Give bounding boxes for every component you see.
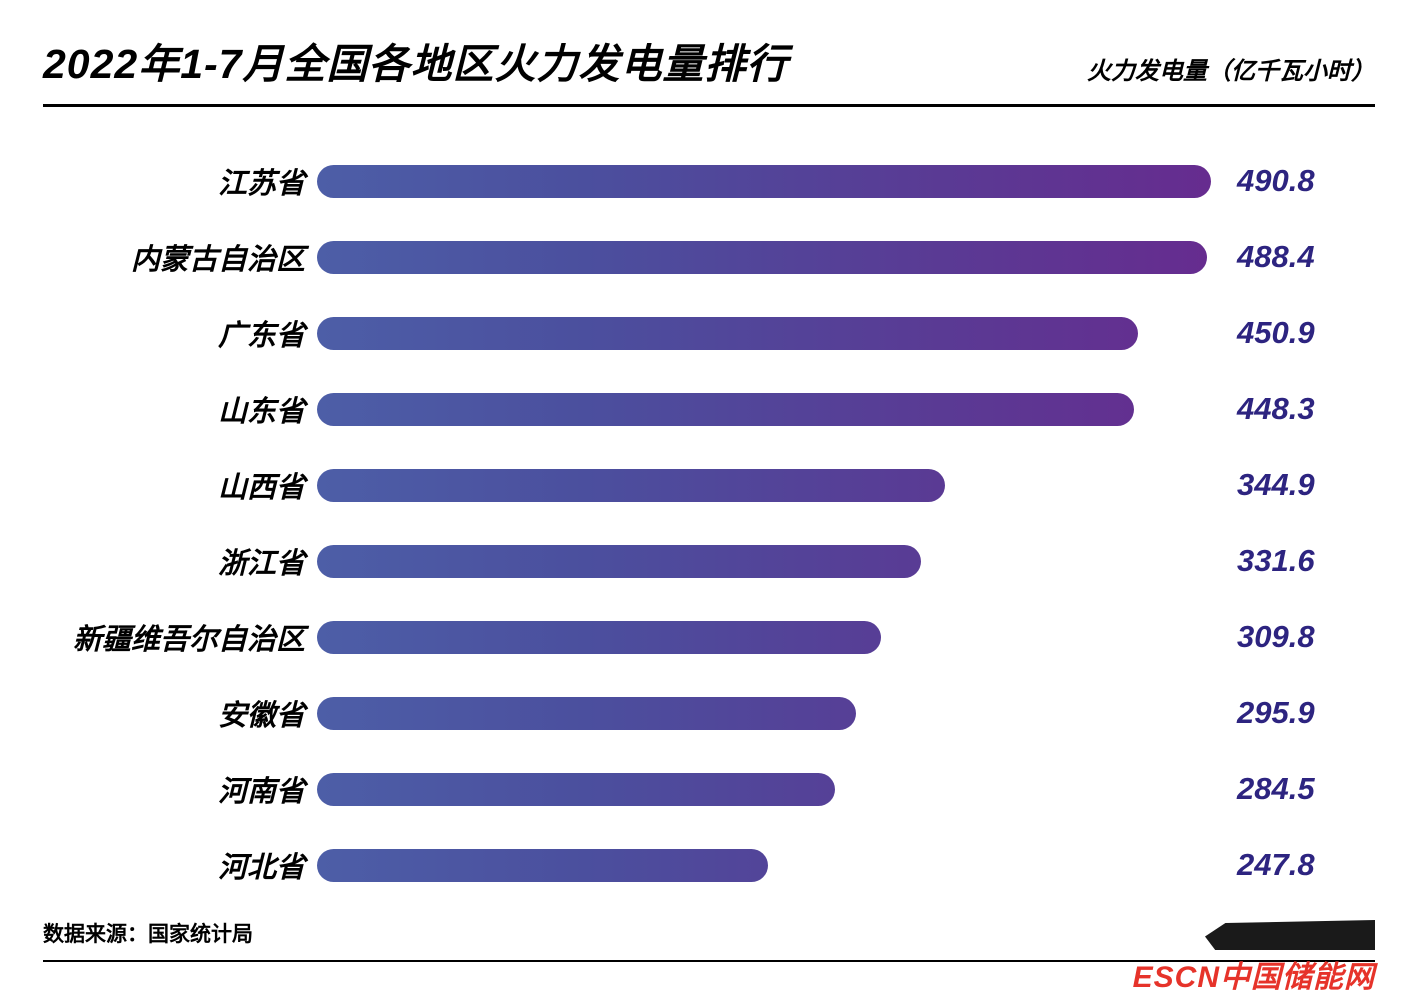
bar-fill xyxy=(317,392,1134,426)
bar-label: 河北省 xyxy=(217,852,305,884)
bar-label: 内蒙古自治区 xyxy=(130,244,305,276)
bar-track xyxy=(317,696,1211,730)
chart-footer: 数据来源：国家统计局 ESCN中国储能网 xyxy=(43,918,1375,994)
bar-label: 浙江省 xyxy=(217,548,305,580)
bar-value: 295.9 xyxy=(1237,695,1315,730)
publisher-logo: ESCN中国储能网 xyxy=(1133,920,1375,996)
bar-value: 344.9 xyxy=(1237,467,1315,502)
bar-label: 山西省 xyxy=(217,472,305,504)
bar-row: 山西省 344.9 xyxy=(43,447,1375,523)
bar-label: 江苏省 xyxy=(217,168,305,200)
bar-value: 331.6 xyxy=(1237,543,1315,578)
bar-value: 284.5 xyxy=(1237,771,1315,806)
bar-row: 广东省 450.9 xyxy=(43,295,1375,371)
bar-fill xyxy=(317,240,1207,274)
bar-fill xyxy=(317,620,882,654)
bar-track xyxy=(317,544,1211,578)
bar-chart: 江苏省 490.8 内蒙古自治区 488.4 广东省 450.9 山东省 448.3 山西省 34… xyxy=(43,143,1375,903)
bar-fill xyxy=(317,468,946,502)
bar-row: 内蒙古自治区 488.4 xyxy=(43,219,1375,295)
bar-fill xyxy=(317,848,769,882)
publisher-logo-text: ESCN中国储能网 xyxy=(1132,961,1375,994)
bar-track xyxy=(317,620,1211,654)
bar-track xyxy=(317,164,1211,198)
bar-track xyxy=(317,240,1211,274)
bar-fill xyxy=(317,316,1139,350)
footer-divider xyxy=(43,960,1375,962)
bar-value: 309.8 xyxy=(1237,619,1315,654)
bar-row: 河南省 284.5 xyxy=(43,751,1375,827)
bar-row: 山东省 448.3 xyxy=(43,371,1375,447)
bar-fill xyxy=(317,772,836,806)
bar-track xyxy=(317,772,1211,806)
bar-label: 安徽省 xyxy=(217,700,305,732)
bar-track xyxy=(317,392,1211,426)
bar-value: 448.3 xyxy=(1237,391,1315,426)
chart-header: 2022年1-7月全国各地区火力发电量排行 火力发电量（亿千瓦小时） xyxy=(43,30,1375,107)
page-title: 2022年1-7月全国各地区火力发电量排行 xyxy=(43,41,789,87)
bar-track xyxy=(317,468,1211,502)
bar-row: 新疆维吾尔自治区 309.8 xyxy=(43,599,1375,675)
bar-row: 安徽省 295.9 xyxy=(43,675,1375,751)
bar-row: 江苏省 490.8 xyxy=(43,143,1375,219)
bar-row: 浙江省 331.6 xyxy=(43,523,1375,599)
bar-label: 山东省 xyxy=(217,396,305,428)
bar-fill xyxy=(317,164,1211,198)
bar-value: 490.8 xyxy=(1237,163,1315,198)
bar-label: 广东省 xyxy=(217,320,305,352)
bar-label: 新疆维吾尔自治区 xyxy=(72,624,305,656)
unit-label: 火力发电量（亿千瓦小时） xyxy=(1087,58,1375,85)
data-source-label: 数据来源：国家统计局 xyxy=(43,923,253,946)
bar-value: 488.4 xyxy=(1237,239,1315,274)
bar-fill xyxy=(317,544,921,578)
bar-fill xyxy=(317,696,856,730)
bar-track xyxy=(317,316,1211,350)
bar-label: 河南省 xyxy=(217,776,305,808)
bar-track xyxy=(317,848,1211,882)
bar-value: 450.9 xyxy=(1237,315,1315,350)
bar-value: 247.8 xyxy=(1237,847,1315,882)
bar-row: 河北省 247.8 xyxy=(43,827,1375,903)
publisher-emblem-icon xyxy=(1205,920,1375,950)
